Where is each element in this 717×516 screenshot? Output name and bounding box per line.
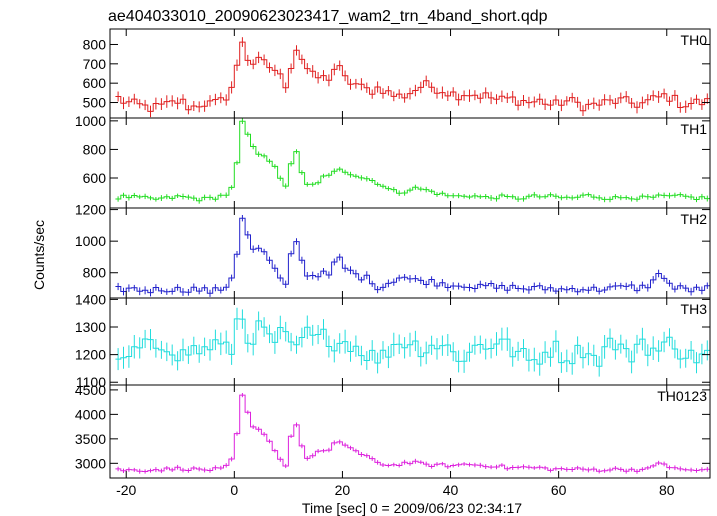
series-line	[115, 318, 710, 367]
y-tick-label: 800	[83, 265, 107, 281]
x-tick-label: -20	[116, 482, 136, 498]
x-tick-label: 60	[551, 482, 567, 498]
chart-title: ae404033010_20090623023417_wam2_trn_4ban…	[108, 8, 548, 25]
panel-th3: 1100 1200 1300 1400 TH3	[75, 291, 711, 390]
y-tick-label: 500	[83, 95, 107, 111]
panel-frame	[109, 28, 711, 119]
series-line	[115, 120, 710, 202]
y-tick-label: 1200	[75, 202, 106, 218]
x-tick-label: 20	[335, 482, 351, 498]
y-tick-label: 1300	[75, 319, 106, 335]
x-tick-label: 40	[443, 482, 459, 498]
panel-frame	[109, 207, 711, 299]
series-th1	[115, 118, 710, 204]
series-th3	[115, 307, 710, 377]
y-axis-label: Counts/sec	[31, 220, 47, 290]
panel-label: TH2	[681, 211, 708, 227]
series-th0123	[115, 393, 710, 474]
y-tick-label: 1000	[75, 113, 106, 129]
y-tick-label: 1100	[76, 374, 106, 390]
panel-label: TH3	[681, 301, 708, 317]
panel-label: TH0	[681, 32, 708, 48]
series-th0	[115, 37, 710, 118]
y-tick-label: 3000	[75, 455, 106, 471]
y-tick-label: 800	[83, 36, 107, 52]
y-tick-label: 1400	[75, 291, 106, 307]
panel-label: TH1	[681, 121, 708, 137]
x-tick-label: 80	[659, 482, 675, 498]
y-tick-label: 3500	[75, 431, 106, 447]
panel-th2: 800 1000 1200 TH2	[75, 202, 711, 299]
panel-frame	[109, 117, 711, 209]
series-th2	[115, 215, 710, 297]
y-tick-label: 4000	[75, 406, 106, 422]
y-tick-label: 600	[83, 75, 107, 91]
series-line	[115, 217, 710, 294]
x-axis-label: Time [sec] 0 = 2009/06/23 02:34:17	[302, 500, 522, 516]
panel-th0123: 3000 3500 4000 4500 TH0123	[75, 382, 711, 479]
panel-label: TH0123	[657, 388, 707, 404]
y-tick-label: 800	[83, 141, 107, 157]
panel-th1: 600 800 1000 TH1	[75, 113, 711, 209]
y-tick-label: 600	[83, 170, 107, 186]
x-tick-label: 0	[230, 482, 238, 498]
y-tick-label: 4500	[75, 382, 106, 398]
x-axis: -20 0 20 40 60 80	[116, 482, 675, 498]
y-tick-label: 700	[83, 56, 107, 72]
panel-th0: 500 600 700 800 TH0	[83, 28, 711, 119]
series-line	[115, 394, 710, 472]
y-tick-label: 1200	[75, 347, 106, 363]
y-tick-label: 1000	[75, 233, 106, 249]
panel-frame	[109, 384, 711, 479]
panels-group: 500 600 700 800 TH0 600 800 1000 TH1 800 1000 1200 T…	[75, 28, 711, 479]
